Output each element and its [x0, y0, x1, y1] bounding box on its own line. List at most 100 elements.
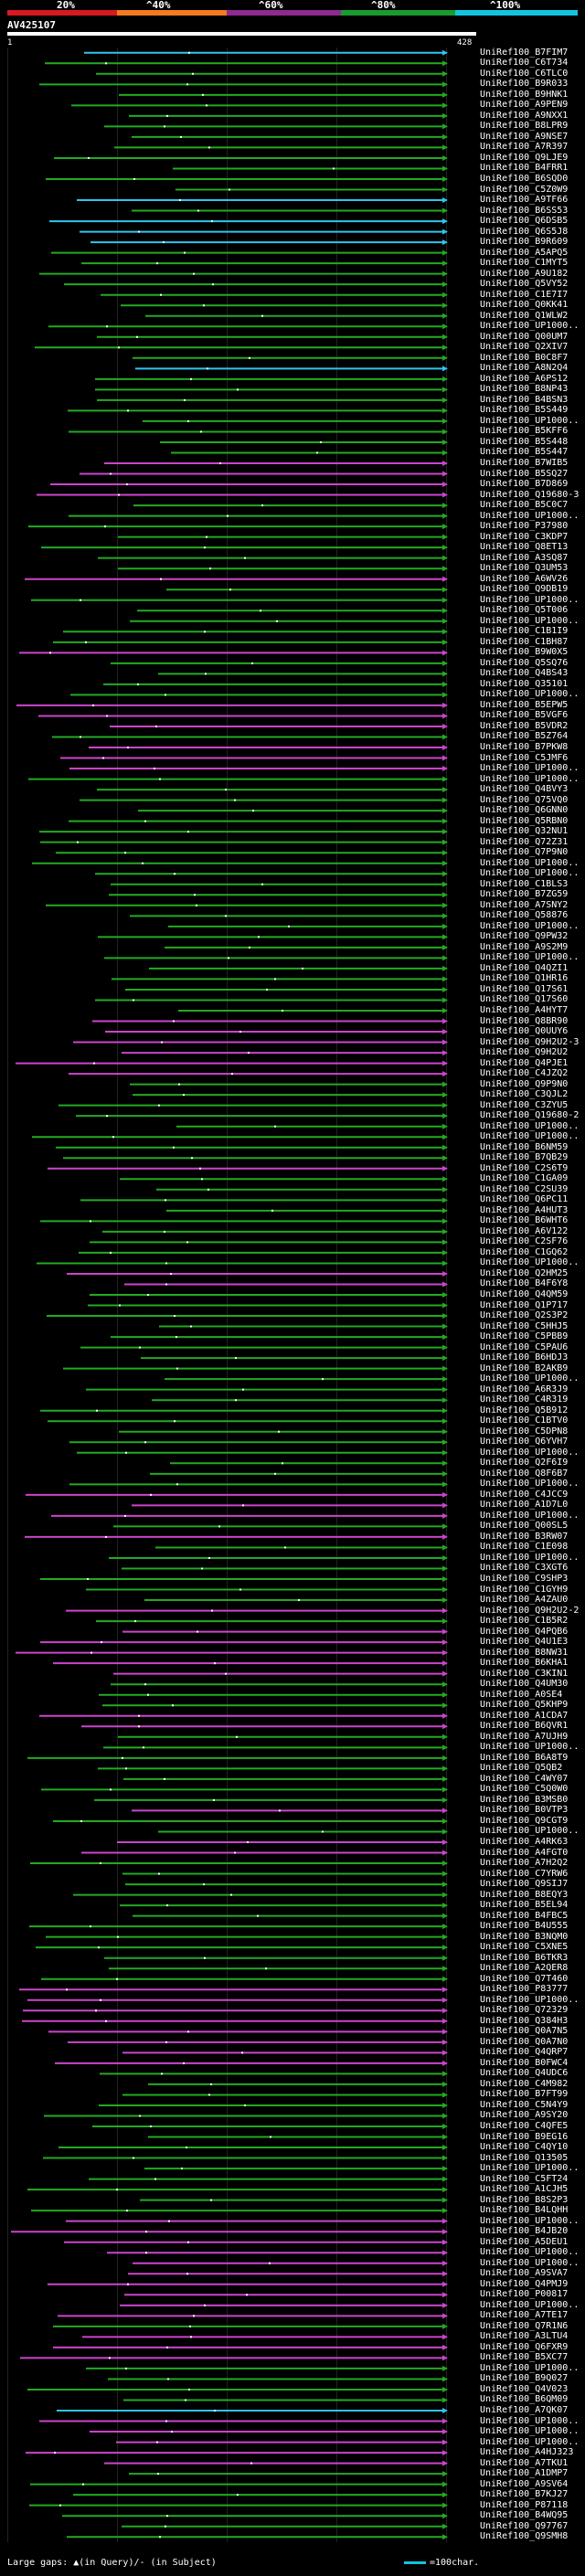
hit-label[interactable]: UniRef100_B6A8T9: [480, 1752, 569, 1763]
hit-label[interactable]: UniRef100_Q9H2U2-3: [480, 1036, 580, 1047]
hit-label[interactable]: UniRef100_C5N4Y9: [480, 2099, 569, 2110]
hit-label[interactable]: UniRef100_B7D869: [480, 479, 569, 490]
hit-label[interactable]: UniRef100_UP1000..: [480, 1552, 580, 1563]
hit-label[interactable]: UniRef100_B6TKR3: [480, 1952, 569, 1963]
hit-label[interactable]: UniRef100_C5FT24: [480, 2173, 569, 2184]
hit-label[interactable]: UniRef100_UP1000..: [480, 763, 580, 774]
hit-label[interactable]: UniRef100_Q5RBN0: [480, 815, 569, 826]
hit-label[interactable]: UniRef100_B5KFF6: [480, 426, 569, 437]
hit-label[interactable]: UniRef100_B5SQ27: [480, 468, 569, 479]
hit-label[interactable]: UniRef100_B9W0X5: [480, 647, 569, 658]
hit-label[interactable]: UniRef100_Q5KHP9: [480, 1700, 569, 1711]
hit-label[interactable]: UniRef100_C1E7I7: [480, 289, 569, 300]
hit-label[interactable]: UniRef100_UP1000..: [480, 2426, 580, 2437]
hit-label[interactable]: UniRef100_A7UJH9: [480, 1731, 569, 1742]
hit-label[interactable]: UniRef100_C5Z0W9: [480, 184, 569, 195]
hit-label[interactable]: UniRef100_P87118: [480, 2499, 569, 2510]
hit-label[interactable]: UniRef100_C3XGT6: [480, 1563, 569, 1574]
hit-label[interactable]: UniRef100_B3RW07: [480, 1531, 569, 1542]
hit-label[interactable]: UniRef100_UP1000..: [480, 1994, 580, 2005]
hit-label[interactable]: UniRef100_C4QY10: [480, 2142, 569, 2153]
hit-label[interactable]: UniRef100_Q32NU1: [480, 826, 569, 837]
hit-label[interactable]: UniRef100_A4HUT3: [480, 1204, 569, 1215]
hit-label[interactable]: UniRef100_C1GA09: [480, 1173, 569, 1184]
hit-label[interactable]: UniRef100_Q6PC11: [480, 1194, 569, 1205]
hit-label[interactable]: UniRef100_Q5SQ76: [480, 657, 569, 668]
hit-label[interactable]: UniRef100_Q2XIV7: [480, 342, 569, 353]
hit-label[interactable]: UniRef100_A4HYT7: [480, 1004, 569, 1015]
hit-label[interactable]: UniRef100_B0VTP3: [480, 1805, 569, 1816]
hit-label[interactable]: UniRef100_UP1000..: [480, 2436, 580, 2447]
hit-label[interactable]: UniRef100_Q6S5J8: [480, 226, 569, 237]
hit-label[interactable]: UniRef100_Q4QM59: [480, 1289, 569, 1299]
hit-label[interactable]: UniRef100_A8N2Q4: [480, 363, 569, 374]
hit-label[interactable]: UniRef100_B7KJ27: [480, 2489, 569, 2500]
hit-label[interactable]: UniRef100_B6KHA1: [480, 1658, 569, 1669]
hit-label[interactable]: UniRef100_B8EQY3: [480, 1889, 569, 1900]
hit-label[interactable]: UniRef100_C5PBB9: [480, 1331, 569, 1342]
hit-label[interactable]: UniRef100_UP1000..: [480, 1742, 580, 1753]
hit-label[interactable]: UniRef100_C4M982: [480, 2078, 569, 2089]
hit-label[interactable]: UniRef100_B5VDR2: [480, 720, 569, 731]
hit-label[interactable]: UniRef100_Q6FXR9: [480, 2341, 569, 2352]
hit-label[interactable]: UniRef100_C6T734: [480, 58, 569, 69]
hit-label[interactable]: UniRef100_A4FGT0: [480, 1847, 569, 1858]
hit-label[interactable]: UniRef100_C4WY07: [480, 1773, 569, 1784]
hit-label[interactable]: UniRef100_A3LTU4: [480, 2331, 569, 2342]
hit-label[interactable]: UniRef100_Q1P717: [480, 1299, 569, 1310]
hit-label[interactable]: UniRef100_C3KDP7: [480, 531, 569, 542]
hit-label[interactable]: UniRef100_UP1000..: [480, 1373, 580, 1384]
hit-label[interactable]: UniRef100_Q5QB2: [480, 1763, 563, 1774]
hit-label[interactable]: UniRef100_C1GYH9: [480, 1584, 569, 1595]
hit-label[interactable]: UniRef100_UP1000..: [480, 952, 580, 963]
hit-label[interactable]: UniRef100_B5S447: [480, 447, 569, 458]
hit-label[interactable]: UniRef100_Q35101: [480, 678, 569, 689]
hit-label[interactable]: UniRef100_A3SQ87: [480, 552, 569, 563]
hit-label[interactable]: UniRef100_P37980: [480, 521, 569, 532]
hit-label[interactable]: UniRef100_B4F6Y8: [480, 1278, 569, 1289]
hit-label[interactable]: UniRef100_C4JCC9: [480, 1489, 569, 1500]
hit-label[interactable]: UniRef100_A6PS12: [480, 373, 569, 384]
hit-label[interactable]: UniRef100_A9U182: [480, 268, 569, 279]
hit-label[interactable]: UniRef100_B5EPW5: [480, 699, 569, 710]
hit-label[interactable]: UniRef100_B4FRR1: [480, 163, 569, 174]
hit-label[interactable]: UniRef100_Q0KK41: [480, 300, 569, 311]
hit-label[interactable]: UniRef100_B6SQD0: [480, 173, 569, 184]
hit-label[interactable]: UniRef100_A4HJ323: [480, 2447, 574, 2458]
hit-label[interactable]: UniRef100_B7ZG59: [480, 889, 569, 900]
hit-label[interactable]: UniRef100_A4ZAU0: [480, 1595, 569, 1606]
hit-label[interactable]: UniRef100_P83777: [480, 1984, 569, 1995]
hit-label[interactable]: UniRef100_Q4QRP7: [480, 2047, 569, 2058]
hit-label[interactable]: UniRef100_A9NXX1: [480, 110, 569, 121]
hit-label[interactable]: UniRef100_A4RK63: [480, 1836, 569, 1847]
hit-label[interactable]: UniRef100_A5APQ5: [480, 247, 569, 258]
hit-label[interactable]: UniRef100_C1E098: [480, 1542, 569, 1553]
hit-label[interactable]: UniRef100_Q19680-2: [480, 1110, 580, 1121]
hit-label[interactable]: UniRef100_B5XC77: [480, 2352, 569, 2363]
hit-label[interactable]: UniRef100_UP1000..: [480, 2247, 580, 2258]
hit-label[interactable]: UniRef100_B4U555: [480, 1921, 569, 1932]
hit-label[interactable]: UniRef100_Q9PW32: [480, 931, 569, 942]
hit-label[interactable]: UniRef100_C1B5R2: [480, 1616, 569, 1627]
hit-label[interactable]: UniRef100_Q2F6I9: [480, 1458, 569, 1468]
hit-label[interactable]: UniRef100_B5Z764: [480, 731, 569, 742]
hit-label[interactable]: UniRef100_A7SNY2: [480, 899, 569, 910]
hit-label[interactable]: UniRef100_A7QK07: [480, 2405, 569, 2415]
hit-label[interactable]: UniRef100_C4JZQ2: [480, 1068, 569, 1079]
hit-label[interactable]: UniRef100_B9R609: [480, 237, 569, 248]
hit-label[interactable]: UniRef100_Q0UUY6: [480, 1026, 569, 1037]
hit-label[interactable]: UniRef100_UP1000..: [480, 1131, 580, 1142]
hit-label[interactable]: UniRef100_Q9H2U2: [480, 1047, 569, 1058]
hit-label[interactable]: UniRef100_UP1000..: [480, 1447, 580, 1458]
hit-label[interactable]: UniRef100_Q3UM53: [480, 563, 569, 574]
hit-label[interactable]: UniRef100_UP1000..: [480, 2362, 580, 2373]
hit-label[interactable]: UniRef100_C1BTV0: [480, 1415, 569, 1426]
hit-label[interactable]: UniRef100_Q9CGT9: [480, 1815, 569, 1826]
hit-label[interactable]: UniRef100_Q72Z31: [480, 836, 569, 847]
hit-label[interactable]: UniRef100_C1BLS3: [480, 878, 569, 889]
hit-label[interactable]: UniRef100_B8NP43: [480, 384, 569, 395]
hit-label[interactable]: UniRef100_C3KIN1: [480, 1668, 569, 1679]
hit-label[interactable]: UniRef100_B6WHT6: [480, 1215, 569, 1226]
hit-label[interactable]: UniRef100_B6NM59: [480, 1141, 569, 1152]
hit-label[interactable]: UniRef100_Q8ET13: [480, 542, 569, 553]
